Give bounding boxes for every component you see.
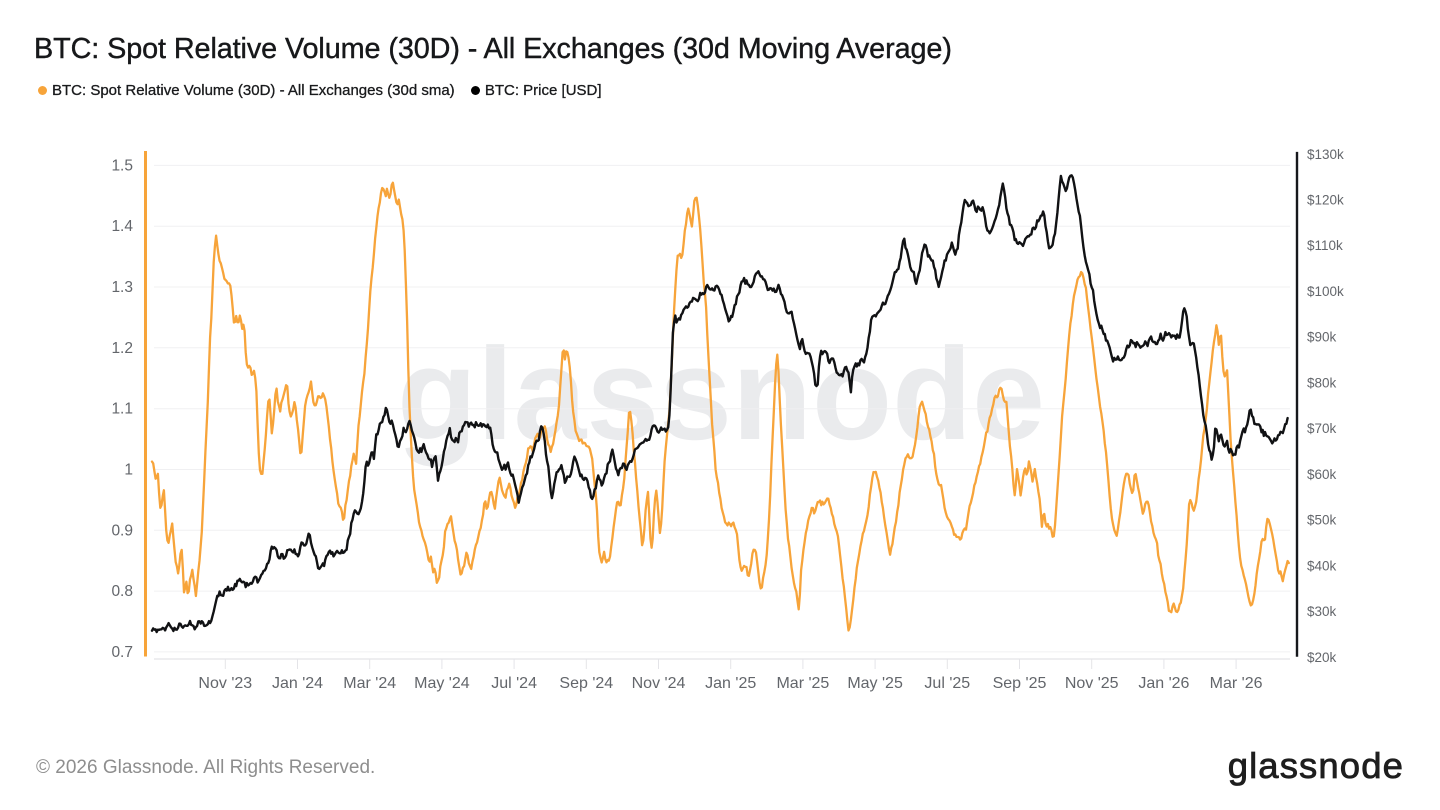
svg-text:1.3: 1.3 bbox=[111, 279, 133, 296]
svg-text:1.5: 1.5 bbox=[111, 157, 133, 174]
svg-text:$70k: $70k bbox=[1307, 421, 1337, 436]
svg-text:Mar '25: Mar '25 bbox=[776, 675, 829, 692]
svg-text:1: 1 bbox=[124, 462, 133, 479]
svg-text:May '25: May '25 bbox=[847, 675, 903, 692]
svg-text:0.9: 0.9 bbox=[111, 522, 133, 539]
svg-text:1.1: 1.1 bbox=[111, 401, 133, 418]
svg-text:Nov '24: Nov '24 bbox=[632, 675, 686, 692]
svg-text:Nov '23: Nov '23 bbox=[198, 675, 252, 692]
svg-text:$50k: $50k bbox=[1307, 513, 1337, 528]
svg-text:$130k: $130k bbox=[1307, 147, 1344, 162]
svg-text:$110k: $110k bbox=[1307, 238, 1343, 253]
svg-text:Mar '24: Mar '24 bbox=[343, 675, 396, 692]
svg-text:1.4: 1.4 bbox=[111, 218, 133, 235]
svg-text:Jan '26: Jan '26 bbox=[1138, 675, 1189, 692]
svg-text:Mar '26: Mar '26 bbox=[1210, 675, 1263, 692]
svg-text:Sep '25: Sep '25 bbox=[993, 675, 1047, 692]
svg-text:May '24: May '24 bbox=[414, 675, 470, 692]
svg-text:Sep '24: Sep '24 bbox=[559, 675, 613, 692]
svg-text:Jul '24: Jul '24 bbox=[491, 675, 537, 692]
svg-text:$20k: $20k bbox=[1307, 650, 1337, 665]
svg-text:Jan '25: Jan '25 bbox=[705, 675, 756, 692]
svg-text:glassnode: glassnode bbox=[397, 320, 1045, 467]
svg-text:0.8: 0.8 bbox=[111, 583, 133, 600]
svg-text:$80k: $80k bbox=[1307, 375, 1337, 390]
svg-text:Jan '24: Jan '24 bbox=[272, 675, 323, 692]
svg-text:$40k: $40k bbox=[1307, 558, 1337, 573]
svg-text:Jul '25: Jul '25 bbox=[924, 675, 970, 692]
svg-text:$30k: $30k bbox=[1307, 604, 1337, 619]
svg-text:$90k: $90k bbox=[1307, 330, 1337, 345]
svg-text:$120k: $120k bbox=[1307, 193, 1344, 208]
svg-text:Nov '25: Nov '25 bbox=[1065, 675, 1119, 692]
svg-text:0.7: 0.7 bbox=[111, 644, 133, 661]
svg-text:$60k: $60k bbox=[1307, 467, 1337, 482]
svg-text:1.2: 1.2 bbox=[111, 340, 133, 357]
svg-text:$100k: $100k bbox=[1307, 284, 1344, 299]
